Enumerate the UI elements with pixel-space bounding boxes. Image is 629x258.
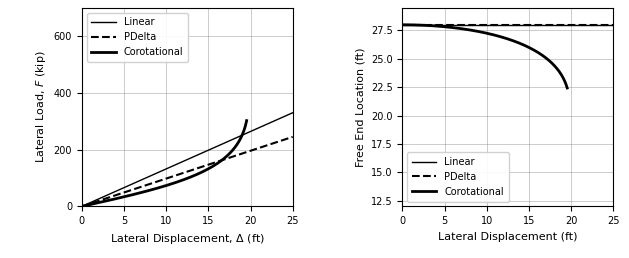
Corotational (555, 69, 562, 72)
Corotational (206, 166, 214, 169)
Linear (399, 23, 406, 26)
PDelta (78, 205, 86, 208)
Linear (79, 205, 86, 208)
PDelta (610, 23, 617, 26)
PDelta (524, 23, 532, 26)
Linear (207, 148, 214, 151)
Corotational (399, 23, 406, 26)
Corotational (527, 47, 535, 50)
Linear (528, 23, 535, 26)
PDelta (203, 164, 210, 167)
PDelta (256, 146, 264, 149)
Corotational (564, 86, 571, 90)
Line: Linear: Linear (82, 113, 292, 206)
Corotational (207, 166, 214, 169)
Linear (256, 126, 264, 129)
Y-axis label: Lateral Load, $F$ (kip): Lateral Load, $F$ (kip) (34, 51, 48, 163)
PDelta (399, 23, 406, 26)
Linear (524, 23, 532, 26)
Legend: Linear, PDelta, Corotational: Linear, PDelta, Corotational (407, 152, 509, 201)
PDelta (289, 135, 296, 138)
Corotational (399, 23, 407, 26)
Linear (576, 23, 584, 26)
Corotational (78, 205, 86, 208)
Corotational (79, 205, 86, 208)
Linear (78, 205, 86, 208)
Legend: Linear, PDelta, Corotational: Linear, PDelta, Corotational (87, 13, 188, 62)
PDelta (79, 205, 86, 208)
Corotational (243, 119, 250, 122)
Line: Corotational: Corotational (82, 121, 247, 206)
Linear (269, 120, 277, 123)
PDelta (207, 162, 214, 165)
X-axis label: Lateral Displacement, $\Delta$ (ft): Lateral Displacement, $\Delta$ (ft) (109, 232, 265, 246)
Linear (399, 23, 407, 26)
Corotational (235, 141, 242, 144)
Linear (523, 23, 531, 26)
PDelta (576, 23, 584, 26)
Linear (289, 111, 296, 114)
Line: PDelta: PDelta (82, 137, 292, 206)
PDelta (399, 23, 407, 26)
PDelta (269, 142, 277, 145)
Linear (590, 23, 598, 26)
Y-axis label: Free End Location (ft): Free End Location (ft) (355, 47, 365, 167)
Corotational (238, 133, 246, 136)
Line: Corotational: Corotational (403, 25, 567, 88)
PDelta (523, 23, 531, 26)
PDelta (528, 23, 535, 26)
Linear (610, 23, 617, 26)
PDelta (204, 164, 211, 167)
Linear (204, 149, 211, 152)
X-axis label: Lateral Displacement (ft): Lateral Displacement (ft) (438, 232, 577, 242)
Corotational (528, 47, 535, 50)
Corotational (530, 49, 538, 52)
Linear (203, 149, 210, 152)
Corotational (209, 165, 217, 168)
Corotational (559, 76, 567, 79)
PDelta (590, 23, 598, 26)
